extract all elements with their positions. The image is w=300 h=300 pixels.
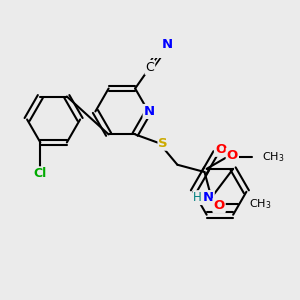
Text: N: N [161,38,172,51]
Text: Cl: Cl [34,167,47,180]
Text: N: N [144,105,155,118]
Text: CH$_3$: CH$_3$ [262,150,284,164]
Text: O: O [215,143,226,156]
Text: S: S [158,137,168,150]
Text: N: N [202,191,214,204]
Text: H: H [194,191,202,204]
Text: CH$_3$: CH$_3$ [249,197,271,211]
Text: C: C [146,61,154,74]
Text: O: O [213,199,225,212]
Text: O: O [227,149,238,162]
